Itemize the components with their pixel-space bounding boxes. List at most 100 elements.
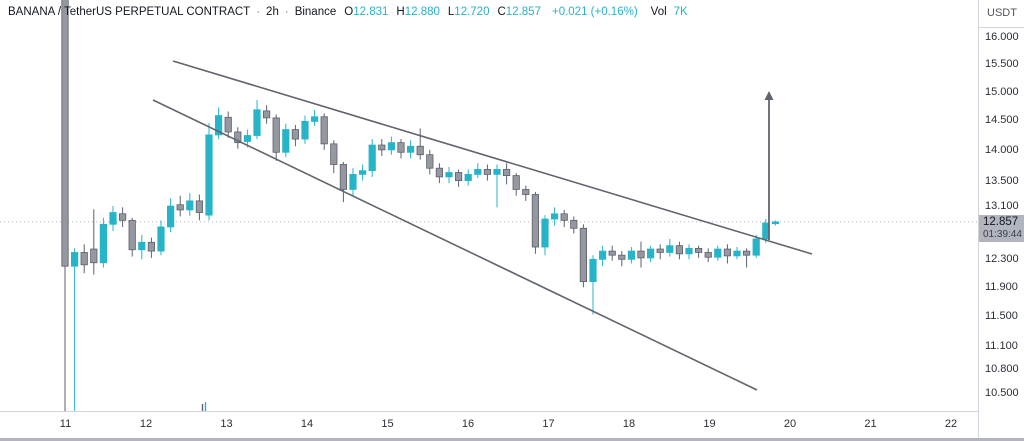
candle-body xyxy=(176,204,184,211)
price-tick-label: 11.100 xyxy=(985,340,1018,353)
candle-body xyxy=(166,205,175,228)
candle-body xyxy=(656,248,664,253)
price-tick-label: 10.800 xyxy=(985,363,1019,376)
time-tick-label: 12 xyxy=(139,418,153,430)
candle-body xyxy=(752,238,760,256)
candle-body xyxy=(109,212,117,225)
price-tick-label: 10.500 xyxy=(985,387,1019,400)
time-tick-label: 17 xyxy=(542,418,555,430)
price-tick-label: 13.100 xyxy=(985,200,1019,213)
candle-body xyxy=(243,135,251,142)
candle-body xyxy=(445,172,453,178)
candle-body xyxy=(368,144,376,172)
candle-body xyxy=(320,116,328,145)
last-price-value: 12.857 xyxy=(983,215,1019,228)
candle-body xyxy=(138,241,146,251)
candle-body xyxy=(291,129,300,140)
time-tick-label: 14 xyxy=(300,418,314,430)
candle-body xyxy=(224,116,232,133)
candle-body xyxy=(608,250,616,256)
candle-body xyxy=(647,248,655,259)
time-axis[interactable]: 11 12 13 14 15 16 17 18 19 20 21 22 xyxy=(0,411,1024,439)
time-tick-label: 13 xyxy=(220,418,233,430)
symbol-title[interactable]: BANANA / TetherUS PERPETUAL CONTRACT xyxy=(8,6,251,18)
ohlc-low: L12.720 xyxy=(447,6,490,18)
candle-body xyxy=(474,169,482,175)
symbol-legend: BANANA / TetherUS PERPETUAL CONTRACT · 2… xyxy=(8,6,688,18)
candle-body xyxy=(349,173,357,190)
legend-separator: · xyxy=(256,6,261,18)
candle-body xyxy=(80,252,88,266)
last-price-badge[interactable]: 12.857 01:39:44 xyxy=(979,214,1024,242)
candle-body xyxy=(61,0,69,267)
quote-currency-label: USDT xyxy=(979,0,1024,28)
candle-body xyxy=(128,219,136,251)
ohlc-high: H12.880 xyxy=(396,6,440,18)
candle-body xyxy=(723,248,732,257)
candle-body xyxy=(435,167,444,178)
price-tick-label: 16.000 xyxy=(985,31,1019,43)
candle-body xyxy=(762,222,770,240)
candle-body xyxy=(234,131,242,144)
interval-label[interactable]: 2h xyxy=(266,6,279,18)
candle-body xyxy=(358,170,367,175)
candle-body xyxy=(330,143,338,165)
candle-body xyxy=(531,194,540,248)
candle-body xyxy=(272,117,280,153)
candle-body xyxy=(618,254,626,260)
candle-body xyxy=(493,169,501,175)
candle-body xyxy=(704,252,712,258)
candle-body xyxy=(637,250,645,259)
up-arrow-head[interactable] xyxy=(764,91,774,100)
exchange-label: Binance xyxy=(294,6,337,18)
candle-body xyxy=(90,248,98,264)
candle-body xyxy=(771,221,780,225)
upper-channel-line[interactable] xyxy=(172,60,813,255)
legend-separator: · xyxy=(284,6,289,18)
candle-body xyxy=(262,110,271,119)
candle-body xyxy=(733,250,741,257)
candle-body xyxy=(426,154,434,169)
time-tick-label: 11 xyxy=(59,418,72,430)
ohlc-open: O12.831 xyxy=(344,6,389,18)
candle-body xyxy=(627,250,636,260)
price-tick-label: 12.300 xyxy=(985,253,1019,266)
lower-channel-line[interactable] xyxy=(152,99,758,391)
time-tick-label: 16 xyxy=(461,418,475,430)
candle-body xyxy=(214,115,223,136)
candle-body xyxy=(579,227,588,282)
candle-body xyxy=(406,145,415,153)
price-axis[interactable]: USDT 16.000 15.500 15.000 14.500 14.000 13.50… xyxy=(978,0,1024,441)
window-bottom-edge xyxy=(0,438,1024,441)
candle-body xyxy=(502,169,511,177)
candle-body xyxy=(522,189,530,195)
candle-body xyxy=(464,173,472,182)
time-tick-label: 22 xyxy=(944,418,958,430)
time-tick-label: 20 xyxy=(783,418,797,430)
price-tick-label: 11.500 xyxy=(985,310,1018,323)
candle-body xyxy=(685,247,693,255)
candle-body xyxy=(743,250,751,256)
candle-body xyxy=(339,164,348,190)
time-tick-label: 18 xyxy=(622,418,636,430)
candle-body xyxy=(301,120,309,140)
time-tick-label: 19 xyxy=(703,418,716,430)
candle-body xyxy=(675,245,684,255)
candle-body xyxy=(397,142,405,153)
price-change: +0.021 (+0.16%) xyxy=(551,6,638,18)
price-tick-label: 15.000 xyxy=(985,85,1019,98)
candle-body xyxy=(71,252,79,267)
candle-body xyxy=(589,258,597,282)
candle-body xyxy=(186,200,194,211)
volume-label: Vol xyxy=(650,6,667,18)
candle-body xyxy=(253,109,261,136)
candle-body xyxy=(205,134,213,216)
candle-body xyxy=(714,248,722,258)
price-tick-label: 15.500 xyxy=(985,57,1019,70)
candle-body xyxy=(387,142,396,151)
candle-body xyxy=(310,116,319,122)
time-tick-label: 15 xyxy=(381,418,394,430)
candle-body xyxy=(560,213,568,221)
